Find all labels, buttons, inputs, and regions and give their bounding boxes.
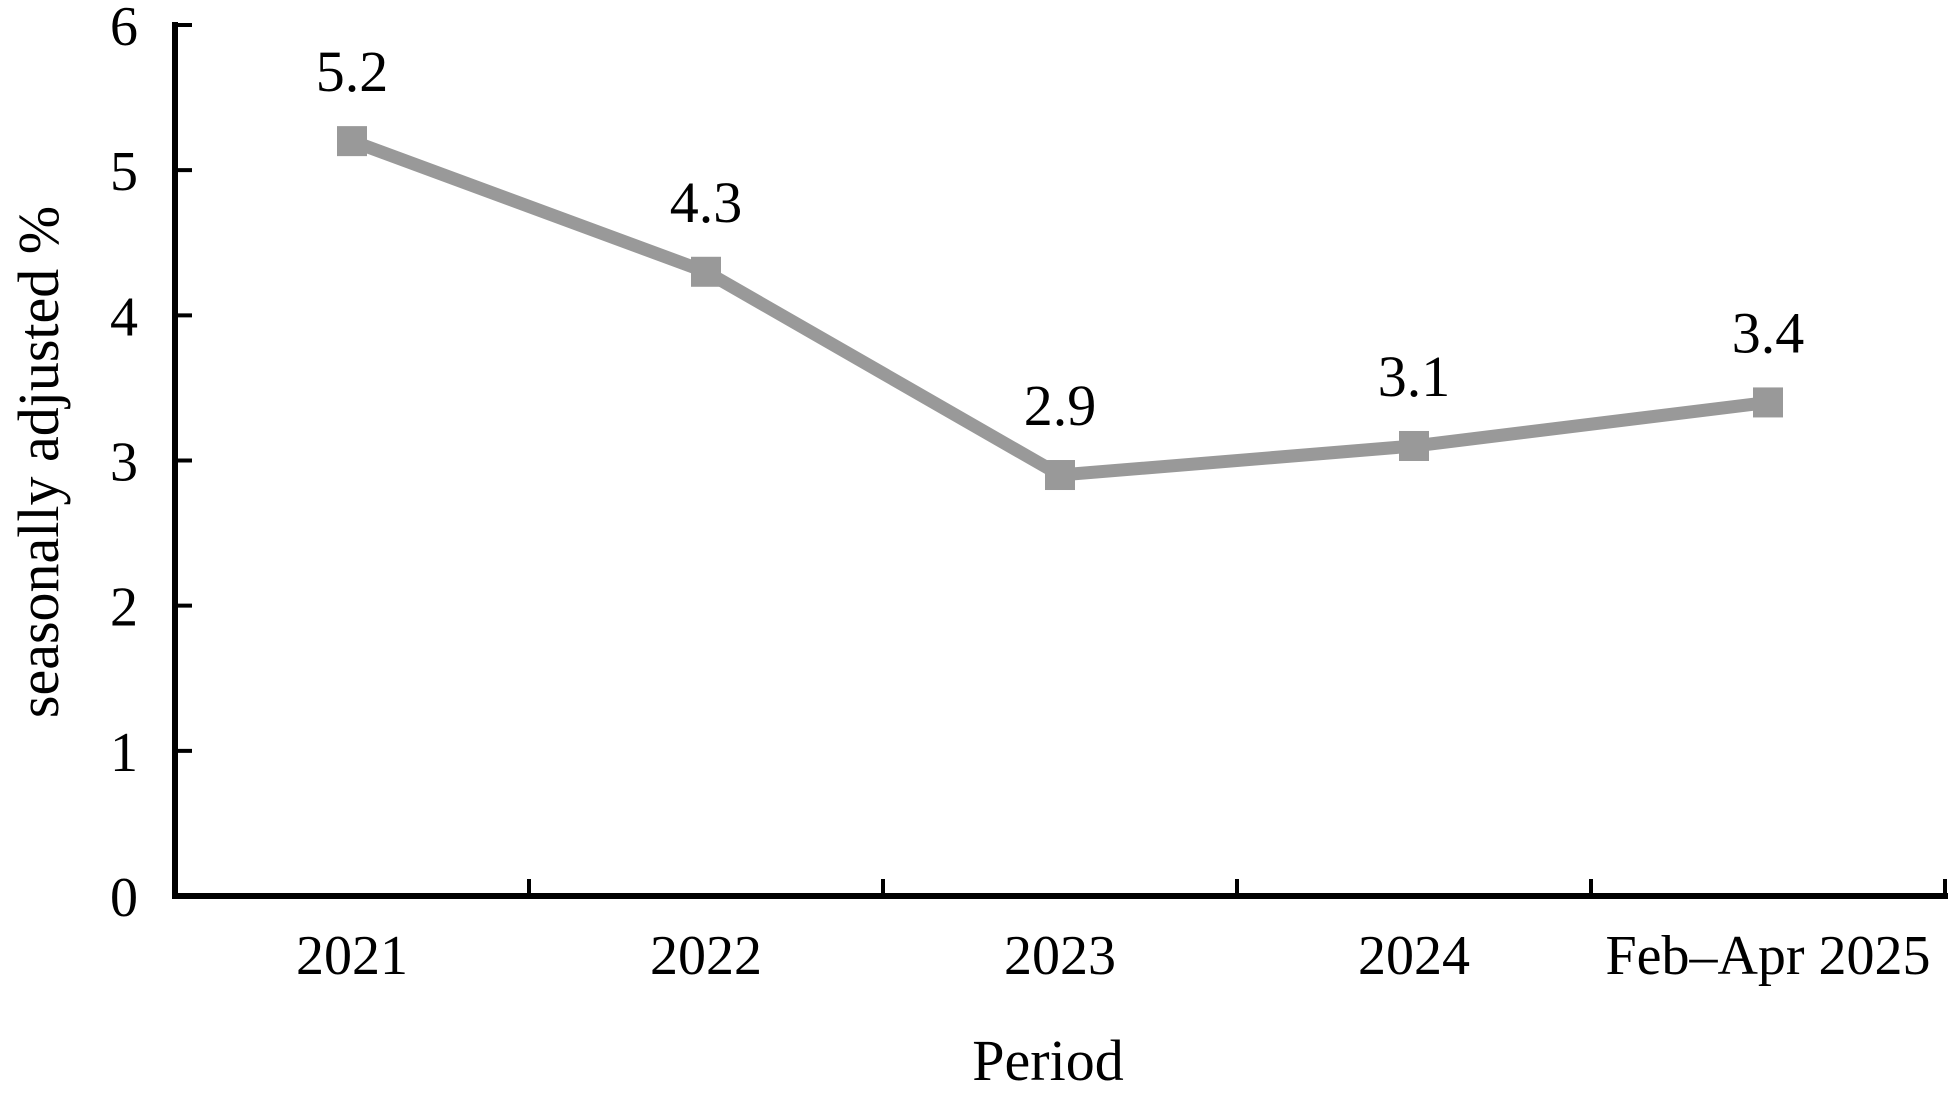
x-tick-label: Feb–Apr 2025 <box>1605 925 1930 987</box>
x-tick-label: 2023 <box>1004 925 1116 987</box>
data-labels-layer: 5.2 4.3 2.9 3.1 3.4 <box>316 39 1805 438</box>
y-tick-label: 5 <box>110 141 138 203</box>
y-tick-label: 6 <box>110 0 138 58</box>
y-tick-label: 2 <box>110 577 138 639</box>
y-tick-label: 0 <box>110 867 138 929</box>
y-axis-title: seasonally adjusted % <box>6 206 71 718</box>
data-point-marker <box>1045 460 1075 491</box>
data-point-label: 5.2 <box>316 39 389 104</box>
x-tick-label: 2024 <box>1358 925 1470 987</box>
tick-labels-layer: 0 1 2 3 4 5 6 2021 2022 2023 2024 Feb–Apr 2025 <box>110 0 1931 987</box>
x-tick-label: 2021 <box>296 925 408 987</box>
y-tick-label: 1 <box>110 722 138 784</box>
data-point-label: 3.1 <box>1378 344 1451 409</box>
axes-layer <box>172 22 1948 899</box>
y-tick-label: 3 <box>110 432 138 494</box>
x-axis-title: Period <box>972 1028 1123 1093</box>
y-tick-label: 4 <box>110 286 138 348</box>
data-point-marker <box>1753 387 1783 418</box>
x-tick-label: 2022 <box>650 925 762 987</box>
data-point-label: 4.3 <box>670 170 743 235</box>
data-point-label: 3.4 <box>1732 300 1805 365</box>
data-point-label: 2.9 <box>1024 373 1097 438</box>
data-point-marker <box>337 126 367 157</box>
line-series-layer <box>337 126 1783 491</box>
data-point-marker <box>691 256 721 287</box>
data-point-marker <box>1399 430 1429 461</box>
